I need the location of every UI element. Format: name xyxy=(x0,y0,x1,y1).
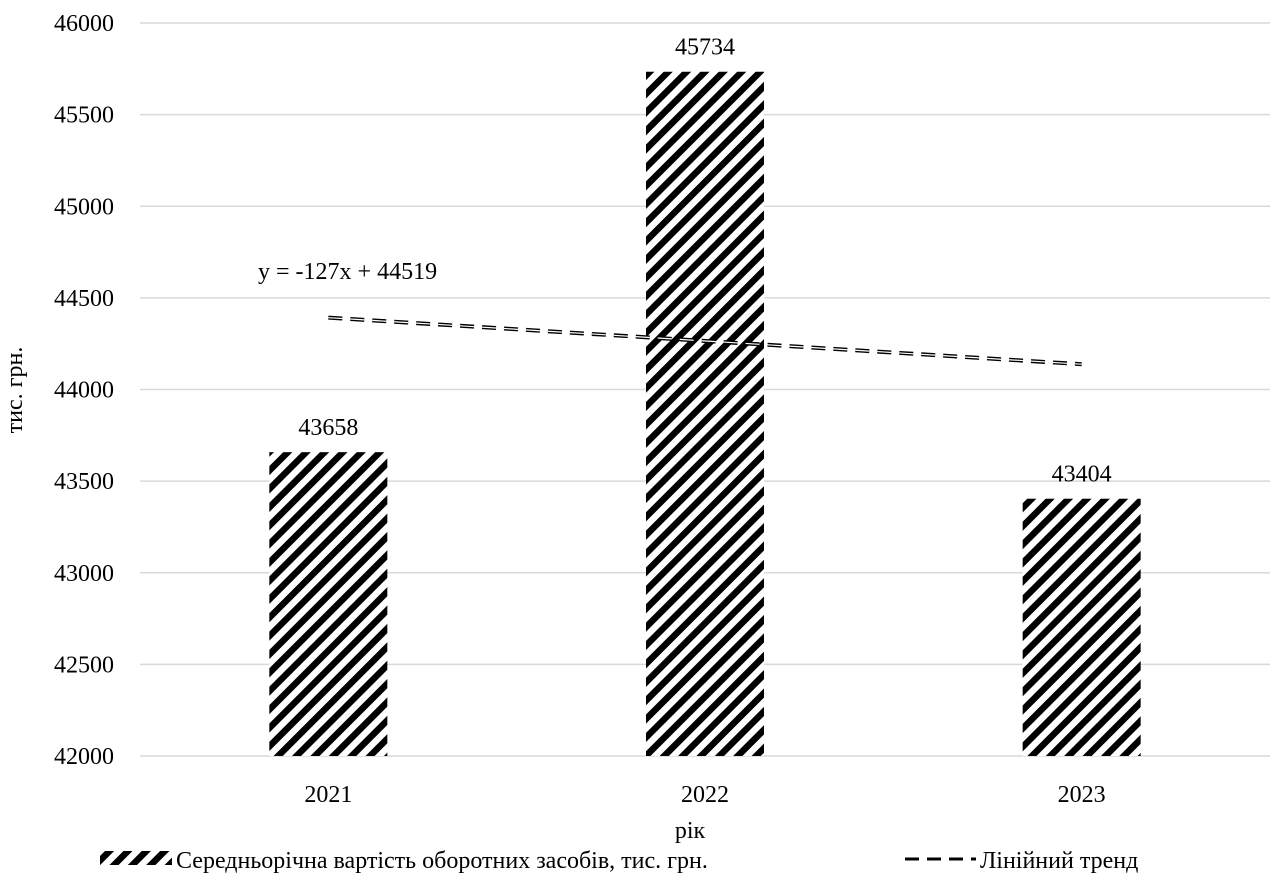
y-tick-label: 45000 xyxy=(54,194,114,220)
legend-label-trend: Лінійний тренд xyxy=(980,848,1138,874)
bar-2021 xyxy=(269,452,388,756)
bar-2023 xyxy=(1022,498,1141,756)
x-axis-title: рік xyxy=(675,818,706,844)
legend: Середньорічна вартість оборотних засобів… xyxy=(100,848,1138,874)
data-labels: 43658 45734 43404 xyxy=(298,35,1111,488)
x-axis-tick-labels: 2021 2022 2023 xyxy=(304,782,1105,808)
y-tick-label: 45500 xyxy=(54,103,114,129)
y-tick-label: 42500 xyxy=(54,652,114,678)
y-tick-label: 43500 xyxy=(54,469,114,495)
y-tick-label: 44000 xyxy=(54,378,114,404)
y-tick-label: 46000 xyxy=(54,11,114,37)
data-label-2022: 45734 xyxy=(675,35,735,61)
trendline-inner xyxy=(328,317,1082,365)
bar-2022 xyxy=(646,71,764,756)
x-tick-label-2021: 2021 xyxy=(304,782,352,808)
trendline-layer xyxy=(328,315,1082,367)
y-tick-label: 43000 xyxy=(54,561,114,587)
y-axis-tick-labels: 42000 42500 43000 43500 44000 44500 45000 45500… xyxy=(54,11,114,770)
legend-label-bars: Середньорічна вартість оборотних засобів… xyxy=(176,848,708,874)
bars xyxy=(269,71,1141,756)
trendline-equation: y = -127x + 44519 xyxy=(258,259,437,285)
x-tick-label-2023: 2023 xyxy=(1058,782,1106,808)
y-tick-label: 44500 xyxy=(54,286,114,312)
legend-swatch-bars xyxy=(100,851,172,865)
data-label-2023: 43404 xyxy=(1052,462,1112,488)
data-label-2021: 43658 xyxy=(298,415,358,441)
x-tick-label-2022: 2022 xyxy=(681,782,729,808)
y-axis-title: тис. грн. xyxy=(2,347,28,434)
y-tick-label: 42000 xyxy=(54,744,114,770)
